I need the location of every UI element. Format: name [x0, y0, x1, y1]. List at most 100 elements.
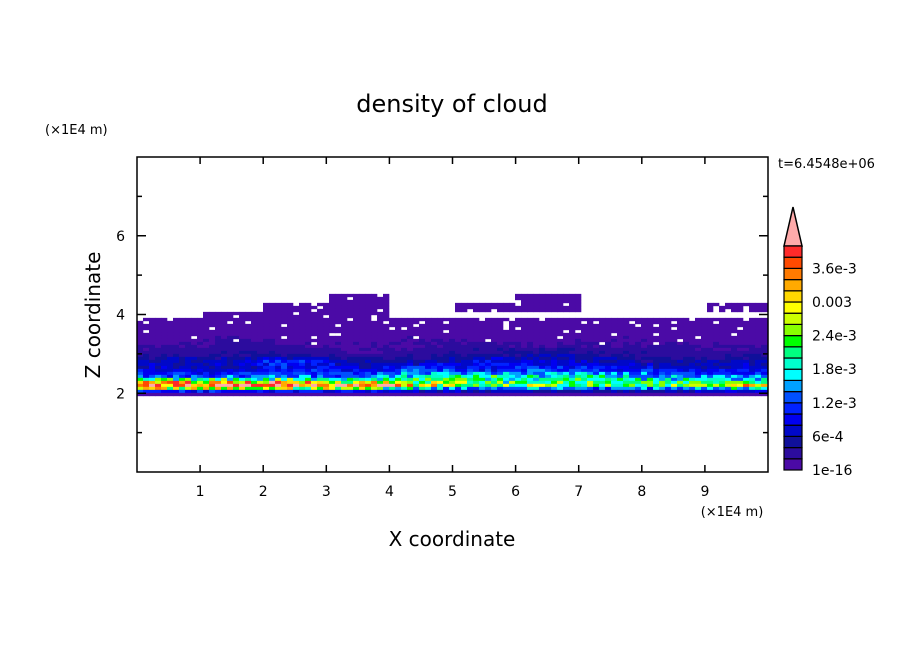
contour-cell: [557, 302, 564, 307]
contour-cell: [203, 362, 210, 367]
contour-cell: [437, 377, 444, 382]
contour-cell: [245, 365, 252, 370]
contour-cell: [581, 359, 588, 364]
contour-cell: [143, 362, 150, 367]
contour-cell: [317, 335, 324, 340]
contour-cell: [329, 308, 336, 313]
contour-cell: [479, 347, 486, 352]
contour-cell: [377, 314, 384, 319]
contour-cell: [575, 347, 582, 352]
contour-cell: [329, 362, 336, 367]
contour-cell: [305, 314, 312, 319]
contour-cell: [281, 356, 288, 361]
contour-cell: [341, 308, 348, 313]
contour-cell: [203, 392, 210, 397]
contour-cell: [335, 341, 342, 346]
contour-cell: [683, 344, 690, 349]
contour-cell: [479, 329, 486, 334]
contour-cell: [371, 323, 378, 328]
contour-cell: [263, 362, 270, 367]
contour-cell: [293, 335, 300, 340]
contour-cell: [725, 383, 732, 388]
contour-cell: [263, 386, 270, 391]
contour-cell: [401, 332, 408, 337]
contour-cell: [527, 299, 534, 304]
contour-cell: [683, 368, 690, 373]
contour-cell: [443, 374, 450, 379]
contour-cell: [347, 332, 354, 337]
contour-cell: [215, 329, 222, 334]
x-tick-label: 9: [700, 484, 709, 500]
contour-cell: [383, 323, 390, 328]
contour-cell: [269, 341, 276, 346]
contour-cell: [467, 317, 474, 322]
contour-cell: [239, 383, 246, 388]
contour-cell: [575, 299, 582, 304]
contour-cell: [719, 344, 726, 349]
contour-cell: [545, 341, 552, 346]
contour-cell: [485, 365, 492, 370]
contour-cell: [719, 305, 726, 310]
contour-cell: [377, 320, 384, 325]
contour-cell: [293, 332, 300, 337]
contour-cell: [371, 320, 378, 325]
contour-cell: [269, 323, 276, 328]
contour-cell: [425, 350, 432, 355]
contour-cell: [545, 350, 552, 355]
contour-cell: [665, 356, 672, 361]
contour-cell: [443, 356, 450, 361]
x-tick-label: 8: [637, 484, 646, 500]
contour-cell: [233, 392, 240, 397]
contour-cell: [755, 389, 762, 394]
contour-cell: [143, 386, 150, 391]
contour-cell: [281, 392, 288, 397]
contour-cell: [245, 386, 252, 391]
contour-cell: [137, 356, 144, 361]
contour-cell: [575, 380, 582, 385]
contour-cell: [713, 365, 720, 370]
contour-cell: [239, 329, 246, 334]
contour-cell: [593, 356, 600, 361]
contour-cell: [365, 314, 372, 319]
contour-cell: [263, 308, 270, 313]
contour-cell: [635, 329, 642, 334]
contour-cell: [293, 377, 300, 382]
contour-cell: [755, 365, 762, 370]
contour-cell: [497, 353, 504, 358]
contour-cell: [155, 335, 162, 340]
contour-cell: [623, 374, 630, 379]
contour-cell: [461, 305, 468, 310]
contour-cell: [533, 308, 540, 313]
contour-cell: [719, 335, 726, 340]
contour-cell: [485, 383, 492, 388]
contour-cell: [557, 332, 564, 337]
contour-cell: [725, 380, 732, 385]
contour-cell: [215, 341, 222, 346]
contour-cell: [659, 335, 666, 340]
contour-cell: [407, 392, 414, 397]
contour-cell: [335, 305, 342, 310]
contour-cell: [569, 356, 576, 361]
contour-cell: [737, 305, 744, 310]
contour-cell: [167, 386, 174, 391]
contour-cell: [653, 389, 660, 394]
contour-cell: [401, 386, 408, 391]
contour-cell: [305, 320, 312, 325]
contour-cell: [683, 350, 690, 355]
contour-cell: [599, 383, 606, 388]
contour-cell: [629, 362, 636, 367]
contour-cell: [491, 353, 498, 358]
contour-cell: [677, 332, 684, 337]
contour-cell: [599, 332, 606, 337]
contour-cell: [665, 380, 672, 385]
contour-cell: [245, 314, 252, 319]
contour-cell: [251, 389, 258, 394]
contour-cell: [197, 380, 204, 385]
contour-cell: [377, 302, 384, 307]
contour-cell: [383, 371, 390, 376]
contour-cell: [551, 293, 558, 298]
contour-cell: [527, 380, 534, 385]
contour-cell: [461, 383, 468, 388]
contour-cell: [365, 380, 372, 385]
